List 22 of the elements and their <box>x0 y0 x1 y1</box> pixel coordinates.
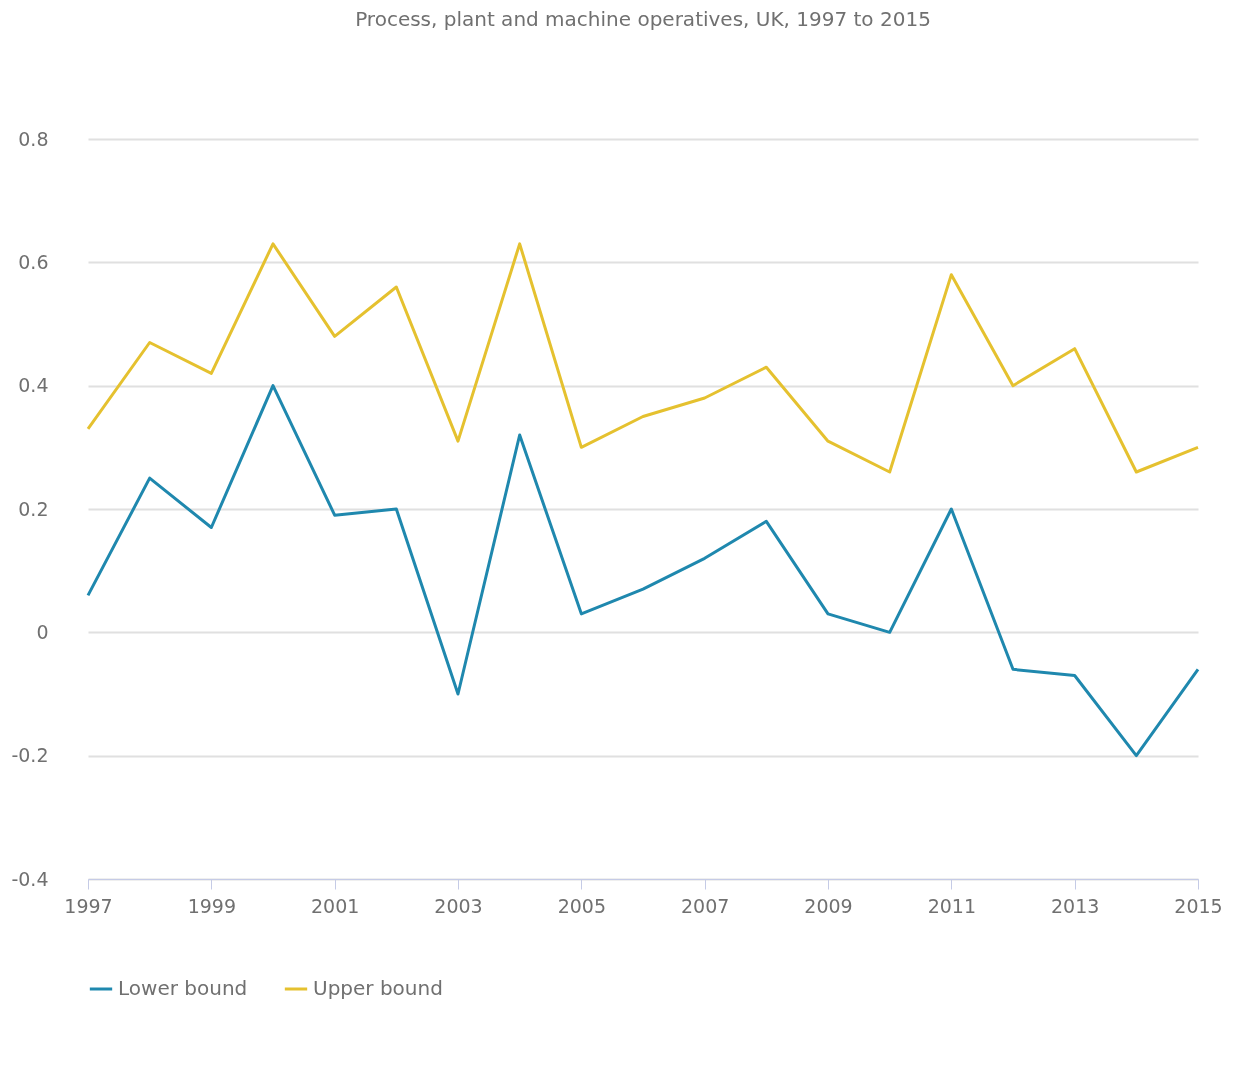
x-tick-label: 1999 <box>187 894 237 917</box>
y-tick-label: 0.2 <box>18 497 49 520</box>
chart-title: Process, plant and machine operatives, UK, 1997 to 2015 <box>355 7 931 31</box>
y-tick-label: -0.2 <box>11 744 49 767</box>
legend-label: Lower bound <box>118 976 248 1000</box>
x-tick-label: 2003 <box>434 894 483 917</box>
y-tick-label: 0.4 <box>18 374 49 397</box>
x-tick-label: 2001 <box>310 894 360 917</box>
line-series <box>86 384 1200 758</box>
x-tick-label: 1997 <box>64 894 113 917</box>
line-series <box>86 242 1200 474</box>
x-tick-label: 2015 <box>1174 894 1223 917</box>
x-tick-label: 2007 <box>680 894 730 917</box>
y-tick-label: 0 <box>36 620 49 643</box>
y-tick-label: 0.6 <box>18 250 49 273</box>
y-tick-label: 0.8 <box>18 127 49 150</box>
legend-label: Upper bound <box>313 976 443 1000</box>
x-tick-label: 2009 <box>804 894 853 917</box>
y-tick-label: -0.4 <box>11 867 49 890</box>
x-tick-label: 2011 <box>927 894 977 917</box>
x-tick-label: 2013 <box>1050 894 1100 917</box>
x-tick-label: 2005 <box>557 894 607 917</box>
